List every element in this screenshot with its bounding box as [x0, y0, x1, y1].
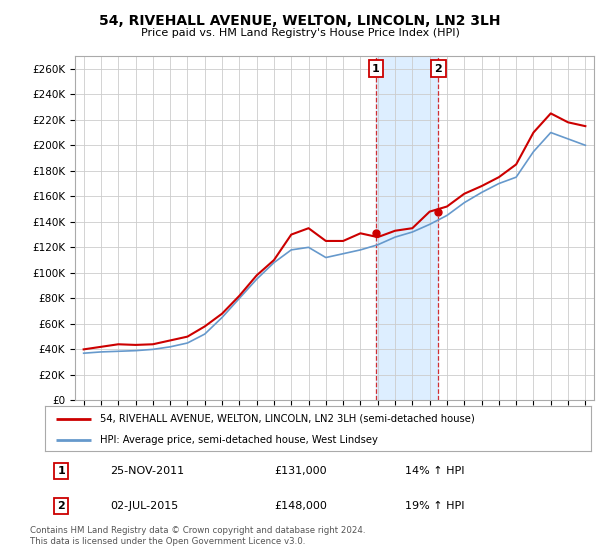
Text: 1: 1: [372, 64, 380, 74]
Text: £131,000: £131,000: [274, 466, 327, 476]
Text: £148,000: £148,000: [274, 501, 327, 511]
Text: 14% ↑ HPI: 14% ↑ HPI: [406, 466, 465, 476]
Bar: [376, 56, 439, 400]
Text: 54, RIVEHALL AVENUE, WELTON, LINCOLN, LN2 3LH (semi-detached house): 54, RIVEHALL AVENUE, WELTON, LINCOLN, LN…: [100, 413, 475, 423]
Text: 19% ↑ HPI: 19% ↑ HPI: [406, 501, 465, 511]
Text: 1: 1: [58, 466, 65, 476]
Text: HPI: Average price, semi-detached house, West Lindsey: HPI: Average price, semi-detached house,…: [100, 435, 377, 445]
Text: 2: 2: [434, 64, 442, 74]
Text: 2: 2: [58, 501, 65, 511]
Text: Contains HM Land Registry data © Crown copyright and database right 2024.
This d: Contains HM Land Registry data © Crown c…: [30, 526, 365, 546]
Text: 25-NOV-2011: 25-NOV-2011: [110, 466, 185, 476]
Text: 02-JUL-2015: 02-JUL-2015: [110, 501, 179, 511]
Text: 54, RIVEHALL AVENUE, WELTON, LINCOLN, LN2 3LH: 54, RIVEHALL AVENUE, WELTON, LINCOLN, LN…: [99, 14, 501, 28]
Text: Price paid vs. HM Land Registry's House Price Index (HPI): Price paid vs. HM Land Registry's House …: [140, 28, 460, 38]
